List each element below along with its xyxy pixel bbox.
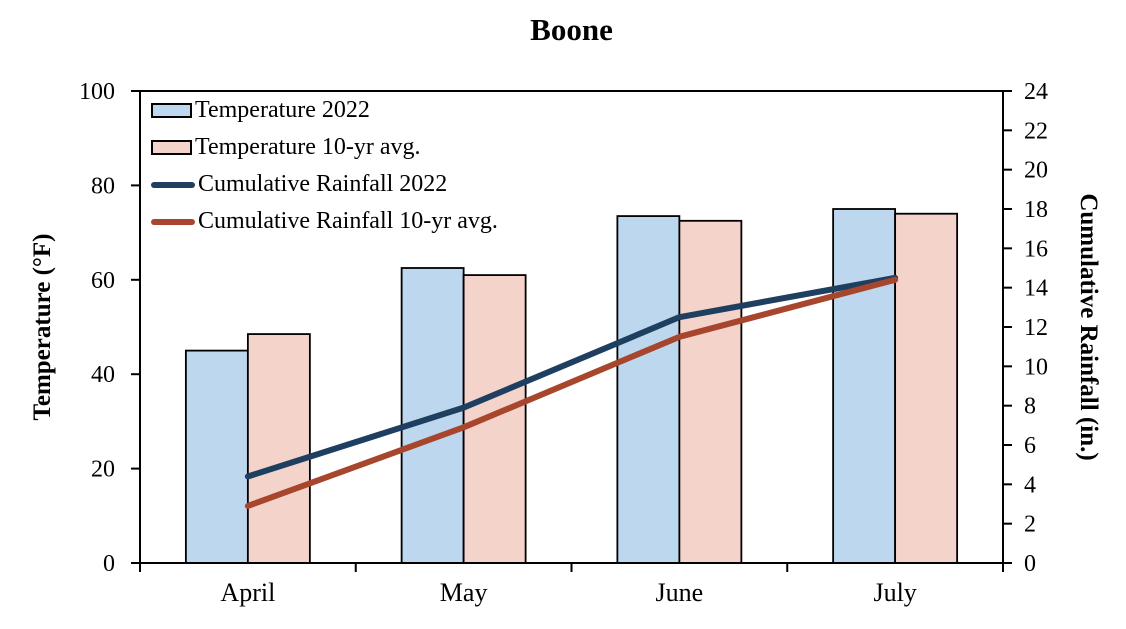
- line-rainfall-2022: [244, 274, 899, 480]
- legend-item-rain-10yr: Cumulative Rainfall 10-yr avg.: [151, 203, 498, 240]
- right-axis-tick-label: 8: [1024, 394, 1036, 420]
- right-axis-tick-label: 12: [1024, 315, 1048, 341]
- bar-10yr-avg-july: [894, 212, 959, 564]
- legend-item-rain-2022: Cumulative Rainfall 2022: [151, 166, 498, 203]
- x-axis-category-label: July: [873, 578, 916, 607]
- legend-item-temp-10yr: Temperature 10-yr avg.: [151, 129, 498, 166]
- right-axis-tick-label: 20: [1024, 158, 1048, 184]
- legend-item-temp-2022: Temperature 2022: [151, 92, 498, 129]
- right-axis-tick-label: 16: [1024, 236, 1048, 262]
- legend-label-temp-2022: Temperature 2022: [195, 97, 370, 123]
- left-axis-tick-label: 40: [91, 362, 115, 388]
- right-axis-tick-label: 18: [1024, 197, 1048, 223]
- right-axis-tick-label: 4: [1024, 472, 1036, 498]
- left-axis-tick-label: 60: [91, 268, 115, 294]
- right-axis-title: Cumulative Rainfall (in.): [1075, 193, 1102, 461]
- legend-swatch-temp-2022: [151, 103, 192, 118]
- x-axis-category-label: June: [656, 578, 704, 607]
- right-axis-tick-label: 10: [1024, 354, 1048, 380]
- chart-title: Boone: [530, 12, 613, 47]
- legend-swatch-rain-2022: [151, 181, 195, 188]
- right-axis-tick-label: 2: [1024, 512, 1036, 538]
- right-axis-tick-label: 24: [1024, 79, 1048, 105]
- legend: Temperature 2022 Temperature 10-yr avg. …: [151, 92, 498, 240]
- bar-2022-june: [616, 215, 681, 564]
- right-axis-tick-label: 14: [1024, 276, 1048, 302]
- legend-label-rain-2022: Cumulative Rainfall 2022: [198, 171, 448, 197]
- x-axis-category-label: April: [220, 578, 275, 607]
- left-axis-tick-label: 100: [79, 79, 115, 105]
- left-axis-tick-label: 80: [91, 173, 115, 199]
- legend-label-rain-10yr: Cumulative Rainfall 10-yr avg.: [198, 208, 498, 234]
- line-rainfall-10yr-avg: [244, 276, 899, 509]
- bar-2022-april: [184, 349, 249, 564]
- left-axis-title: Temperature (°F): [29, 233, 56, 421]
- bar-2022-july: [832, 208, 897, 564]
- left-axis-tick-label: 20: [91, 457, 115, 483]
- legend-swatch-rain-10yr: [151, 218, 195, 225]
- bar-10yr-avg-june: [678, 219, 743, 564]
- legend-swatch-temp-10yr: [151, 140, 192, 155]
- right-axis-tick-label: 6: [1024, 433, 1036, 459]
- bar-10yr-avg-may: [462, 274, 527, 564]
- right-axis-tick-label: 0: [1024, 551, 1036, 577]
- legend-label-temp-10yr: Temperature 10-yr avg.: [195, 134, 421, 160]
- x-axis-category-label: May: [440, 578, 488, 607]
- right-axis-tick-label: 22: [1024, 118, 1048, 144]
- left-axis-tick-label: 0: [103, 551, 115, 577]
- bar-10yr-avg-april: [246, 333, 311, 564]
